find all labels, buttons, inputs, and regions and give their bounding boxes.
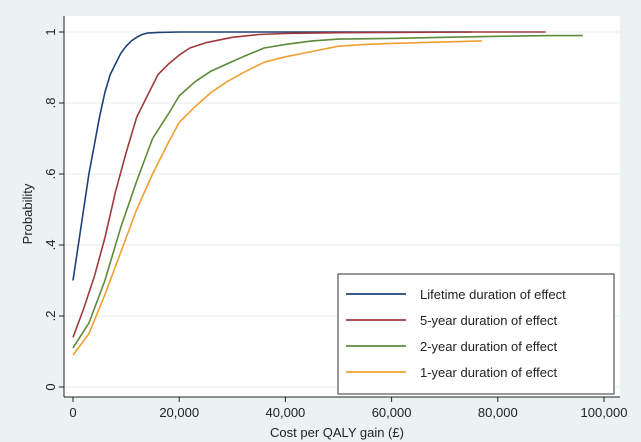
x-tick-label: 80,000 bbox=[478, 405, 518, 420]
x-tick-label: 20,000 bbox=[159, 405, 199, 420]
x-tick-label: 60,000 bbox=[372, 405, 412, 420]
series-line-2 bbox=[72, 31, 546, 338]
y-tick-label: 0 bbox=[43, 383, 58, 390]
x-tick-label: 100,000 bbox=[581, 405, 628, 420]
legend-label-3: 2-year duration of effect bbox=[420, 339, 557, 354]
axes: 0 .2 .4 .6 .8 1 0 20,000 40,000 60,000 80,000 100,0… bbox=[43, 16, 628, 420]
y-tick-label: .4 bbox=[43, 240, 58, 251]
y-axis-title: Probability bbox=[20, 183, 35, 244]
series-line-3 bbox=[72, 34, 583, 349]
x-axis-title: Cost per QALY gain (£) bbox=[270, 425, 404, 440]
y-tick-label: .2 bbox=[43, 311, 58, 322]
y-tick-label: .8 bbox=[43, 98, 58, 109]
series-line-4 bbox=[72, 40, 482, 356]
legend-label-1: Lifetime duration of effect bbox=[420, 287, 566, 302]
data-lines bbox=[72, 31, 583, 356]
y-tick-label: 1 bbox=[43, 28, 58, 35]
series-line-1 bbox=[72, 31, 472, 281]
legend-label-4: 1-year duration of effect bbox=[420, 365, 557, 380]
legend: Lifetime duration of effect 5-year durati… bbox=[337, 273, 615, 395]
x-tick-label: 40,000 bbox=[266, 405, 306, 420]
legend-label-2: 5-year duration of effect bbox=[420, 313, 557, 328]
x-tick-label: 0 bbox=[69, 405, 76, 420]
y-tick-label: .6 bbox=[43, 169, 58, 180]
